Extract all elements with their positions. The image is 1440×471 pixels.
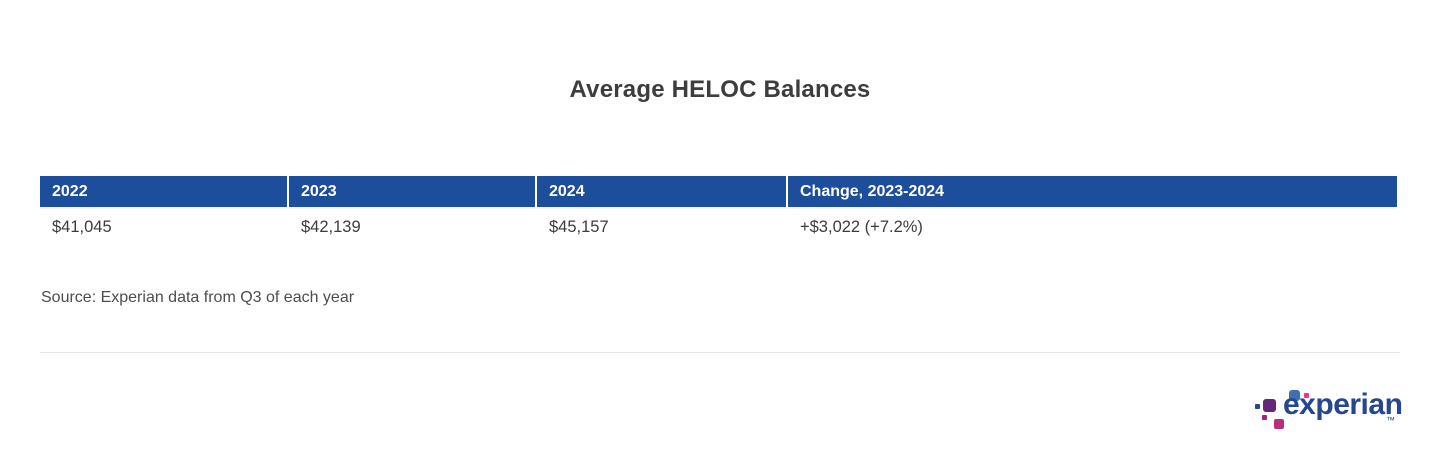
experian-logo-mark-icon <box>1255 404 1260 409</box>
column-header-2023: 2023 <box>287 176 535 207</box>
table-row: $41,045 $42,139 $45,157 +$3,022 (+7.2%) <box>40 207 1397 245</box>
column-header-change: Change, 2023-2024 <box>786 176 1397 207</box>
divider-line <box>40 352 1400 353</box>
experian-logo-mark-icon <box>1304 393 1309 398</box>
heloc-balances-table: 2022 2023 2024 Change, 2023-2024 $41,045… <box>40 176 1397 245</box>
heloc-balances-table-wrap: 2022 2023 2024 Change, 2023-2024 $41,045… <box>40 176 1397 245</box>
column-header-2024: 2024 <box>535 176 786 207</box>
column-header-2022: 2022 <box>40 176 287 207</box>
cell-balance-2023: $42,139 <box>287 207 535 245</box>
experian-wordmark: experian <box>1283 388 1403 421</box>
experian-logo: experian ™ <box>1253 384 1403 439</box>
table-header-row: 2022 2023 2024 Change, 2023-2024 <box>40 176 1397 207</box>
experian-logo-mark-icon <box>1263 399 1276 412</box>
experian-logo-mark-icon <box>1289 390 1300 401</box>
experian-logo-mark-icon <box>1274 419 1284 429</box>
experian-logo-mark-icon <box>1262 415 1267 420</box>
cell-balance-2024: $45,157 <box>535 207 786 245</box>
cell-balance-2022: $41,045 <box>40 207 287 245</box>
cell-change-2023-2024: +$3,022 (+7.2%) <box>786 207 1397 245</box>
trademark-symbol: ™ <box>1386 415 1395 425</box>
chart-title: Average HELOC Balances <box>569 76 871 103</box>
source-note: Source: Experian data from Q3 of each ye… <box>41 289 355 306</box>
